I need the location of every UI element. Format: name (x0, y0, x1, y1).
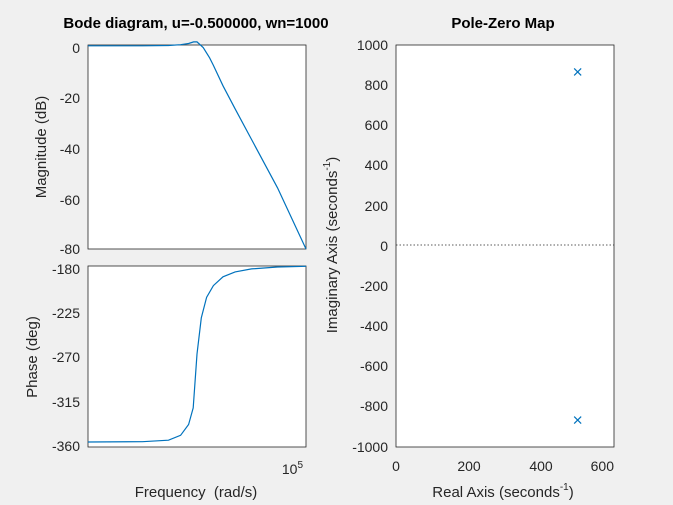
mag-ylabel: Magnitude (dB) (33, 96, 50, 199)
mag-ytick-label: -20 (60, 90, 80, 106)
bode-title: Bode diagram, u=-0.500000, wn=1000 (63, 15, 328, 32)
pz-ytick-label: 400 (365, 157, 389, 173)
pz-xtick-label: 0 (392, 458, 400, 474)
pz-ytick-label: 1000 (357, 37, 388, 53)
pole-marker (573, 68, 582, 76)
pzmap-title: Pole-Zero Map (451, 15, 554, 32)
phase-ytick-label: -225 (52, 305, 80, 321)
pz-xtick-label: 200 (457, 458, 481, 474)
pzmap-axes (395, 44, 615, 448)
mag-ytick-label: -40 (60, 141, 80, 157)
pz-ytick-label: -1000 (352, 439, 388, 455)
pz-ytick-label: -800 (360, 398, 388, 414)
phase-curve (87, 265, 307, 443)
mag-ytick-label: -60 (60, 192, 80, 208)
pz-ytick-label: 200 (365, 198, 389, 214)
magnitude-axes (87, 44, 307, 250)
phase-ylabel: Phase (deg) (24, 316, 41, 398)
pz-ytick-label: -400 (360, 318, 388, 334)
mag-ytick-label: -80 (60, 241, 80, 257)
phase-ytick-label: -360 (52, 438, 80, 454)
pole-marker (573, 416, 582, 424)
frequency-xlabel: Frequency (rad/s) (135, 484, 258, 501)
pz-ytick-label: -600 (360, 358, 388, 374)
pz-xtick-label: 400 (529, 458, 553, 474)
mag-ytick-label: 0 (72, 40, 80, 56)
magnitude-curve (88, 41, 307, 250)
pz-ytick-label: -200 (360, 278, 388, 294)
real-axis-label: Real Axis (seconds-1) (432, 482, 573, 501)
pz-ytick-label: 600 (365, 117, 389, 133)
phase-xtick-label: 105 (282, 460, 304, 477)
phase-ytick-label: -270 (52, 349, 80, 365)
pz-ytick-label: 0 (380, 238, 388, 254)
phase-ytick-label: -180 (52, 261, 80, 277)
phase-ytick-label: -315 (52, 394, 80, 410)
imag-axis-label: Imaginary Axis (seconds-1) (322, 157, 341, 333)
pz-ytick-label: 800 (365, 77, 389, 93)
pz-xtick-label: 600 (591, 458, 615, 474)
